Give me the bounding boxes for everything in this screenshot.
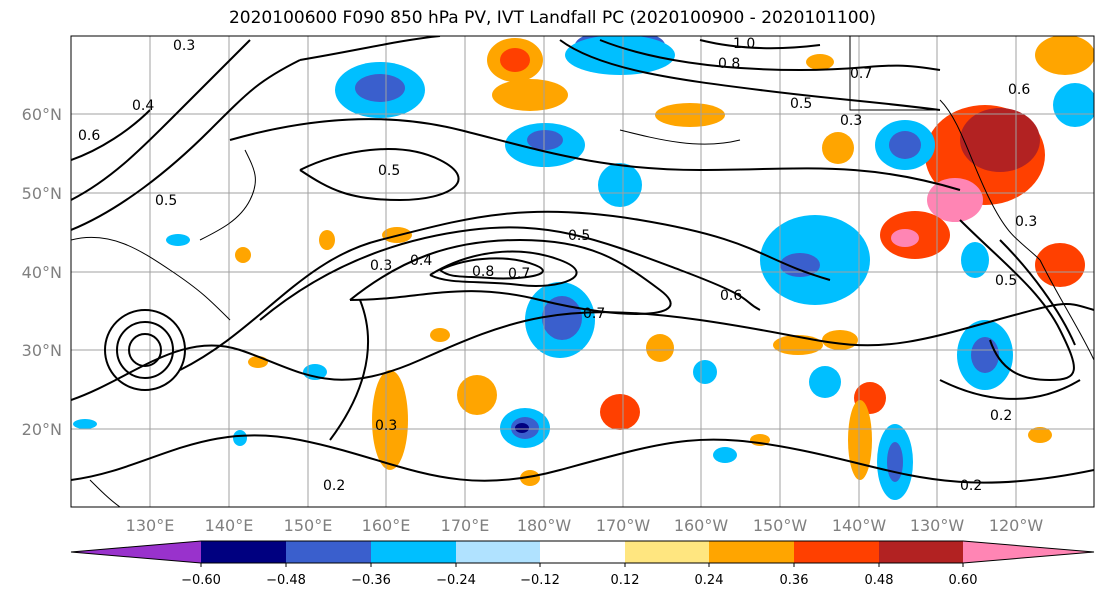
contour-label: 0.7 (850, 66, 872, 82)
contour-label: 1.0 (733, 36, 755, 52)
colorbar-tick-label: −0.36 (351, 573, 391, 588)
lon-label: 170°E (441, 516, 490, 535)
lat-label: 20°N (22, 420, 62, 439)
colorbar-ticks (200, 563, 964, 567)
colorbar-segment (456, 541, 540, 563)
colorbar-segment (879, 541, 963, 563)
colorbar-segment (71, 541, 201, 563)
contour-label: 0.7 (508, 266, 530, 282)
colorbar-segment (709, 541, 794, 563)
contour-label: 0.6 (78, 128, 100, 144)
colorbar-tick-label: −0.48 (266, 573, 306, 588)
contour-label: 0.5 (790, 96, 812, 112)
colorbar-segment (794, 541, 879, 563)
contour-label: 0.3 (840, 113, 862, 129)
contour-label: 0.8 (472, 264, 494, 280)
lon-label: 160°E (362, 516, 411, 535)
lon-label: 120°W (989, 516, 1044, 535)
lat-label: 40°N (22, 263, 62, 282)
lon-label: 170°W (596, 516, 651, 535)
lon-label: 140°W (832, 516, 887, 535)
lat-label: 50°N (22, 184, 62, 203)
contour-label: 0.6 (1008, 82, 1030, 98)
colorbar-tick-label: −0.60 (181, 573, 221, 588)
pv-contours (71, 36, 1094, 484)
contour-label: 0.5 (995, 273, 1017, 289)
colorbar-tick-label: −0.24 (436, 573, 476, 588)
lon-label: 150°E (284, 516, 333, 535)
colorbar: −0.60 −0.48 −0.36 −0.24 −0.12 0.12 0.24 … (70, 540, 1095, 588)
colorbar-segment (371, 541, 456, 563)
contour-label: 0.3 (173, 38, 195, 54)
colorbar-segment (963, 541, 1094, 563)
contour-label: 0.7 (583, 306, 605, 322)
colorbar-tick-label: 0.60 (949, 573, 978, 588)
contour-label: 0.4 (410, 253, 432, 269)
map-frame (70, 35, 1095, 508)
colorbar-tick-label: 0.24 (695, 573, 724, 588)
contour-label: 0.3 (1015, 214, 1037, 230)
grid-lines (71, 36, 1094, 507)
colorbar-tick-label: 0.36 (780, 573, 809, 588)
contour-label: 0.5 (378, 163, 400, 179)
latitude-labels: 60°N 50°N 40°N 30°N 20°N (22, 105, 62, 439)
contour-label: 0.5 (568, 228, 590, 244)
longitude-labels: 130°E 140°E 150°E 160°E 170°E 180°W 170°… (126, 516, 1044, 535)
contour-label: 0.4 (132, 98, 154, 114)
lon-label: 140°E (205, 516, 254, 535)
lon-label: 150°W (753, 516, 808, 535)
lon-label: 160°W (674, 516, 729, 535)
contour-label: 0.3 (375, 418, 397, 434)
colorbar-segment (540, 541, 625, 563)
contour-label: 0.2 (323, 478, 345, 494)
lon-label: 130°E (126, 516, 175, 535)
colorbar-segment (201, 541, 286, 563)
colorbar-segment (625, 541, 709, 563)
lon-label: 180°W (517, 516, 572, 535)
contour-labels: 0.3 0.4 0.5 0.5 0.6 0.7 0.7 0.8 0.5 0.3 … (78, 36, 1037, 494)
colorbar-segment (286, 541, 371, 563)
colorbar-tick-label: −0.12 (520, 573, 560, 588)
contour-label: 0.8 (718, 56, 740, 72)
contour-label: 0.2 (960, 478, 982, 494)
colorbar-tick-label: 0.48 (865, 573, 894, 588)
lon-label: 130°W (910, 516, 965, 535)
colorbar-tick-label: 0.12 (611, 573, 640, 588)
coastlines (71, 36, 1094, 507)
map-title: 2020100600 F090 850 hPa PV, IVT Landfall… (228, 8, 876, 28)
lat-label: 60°N (22, 105, 62, 124)
lat-label: 30°N (22, 341, 62, 360)
contour-label: 0.2 (990, 408, 1012, 424)
contour-label: 0.5 (155, 193, 177, 209)
contour-label: 0.3 (370, 258, 392, 274)
contour-label: 0.6 (720, 288, 742, 304)
